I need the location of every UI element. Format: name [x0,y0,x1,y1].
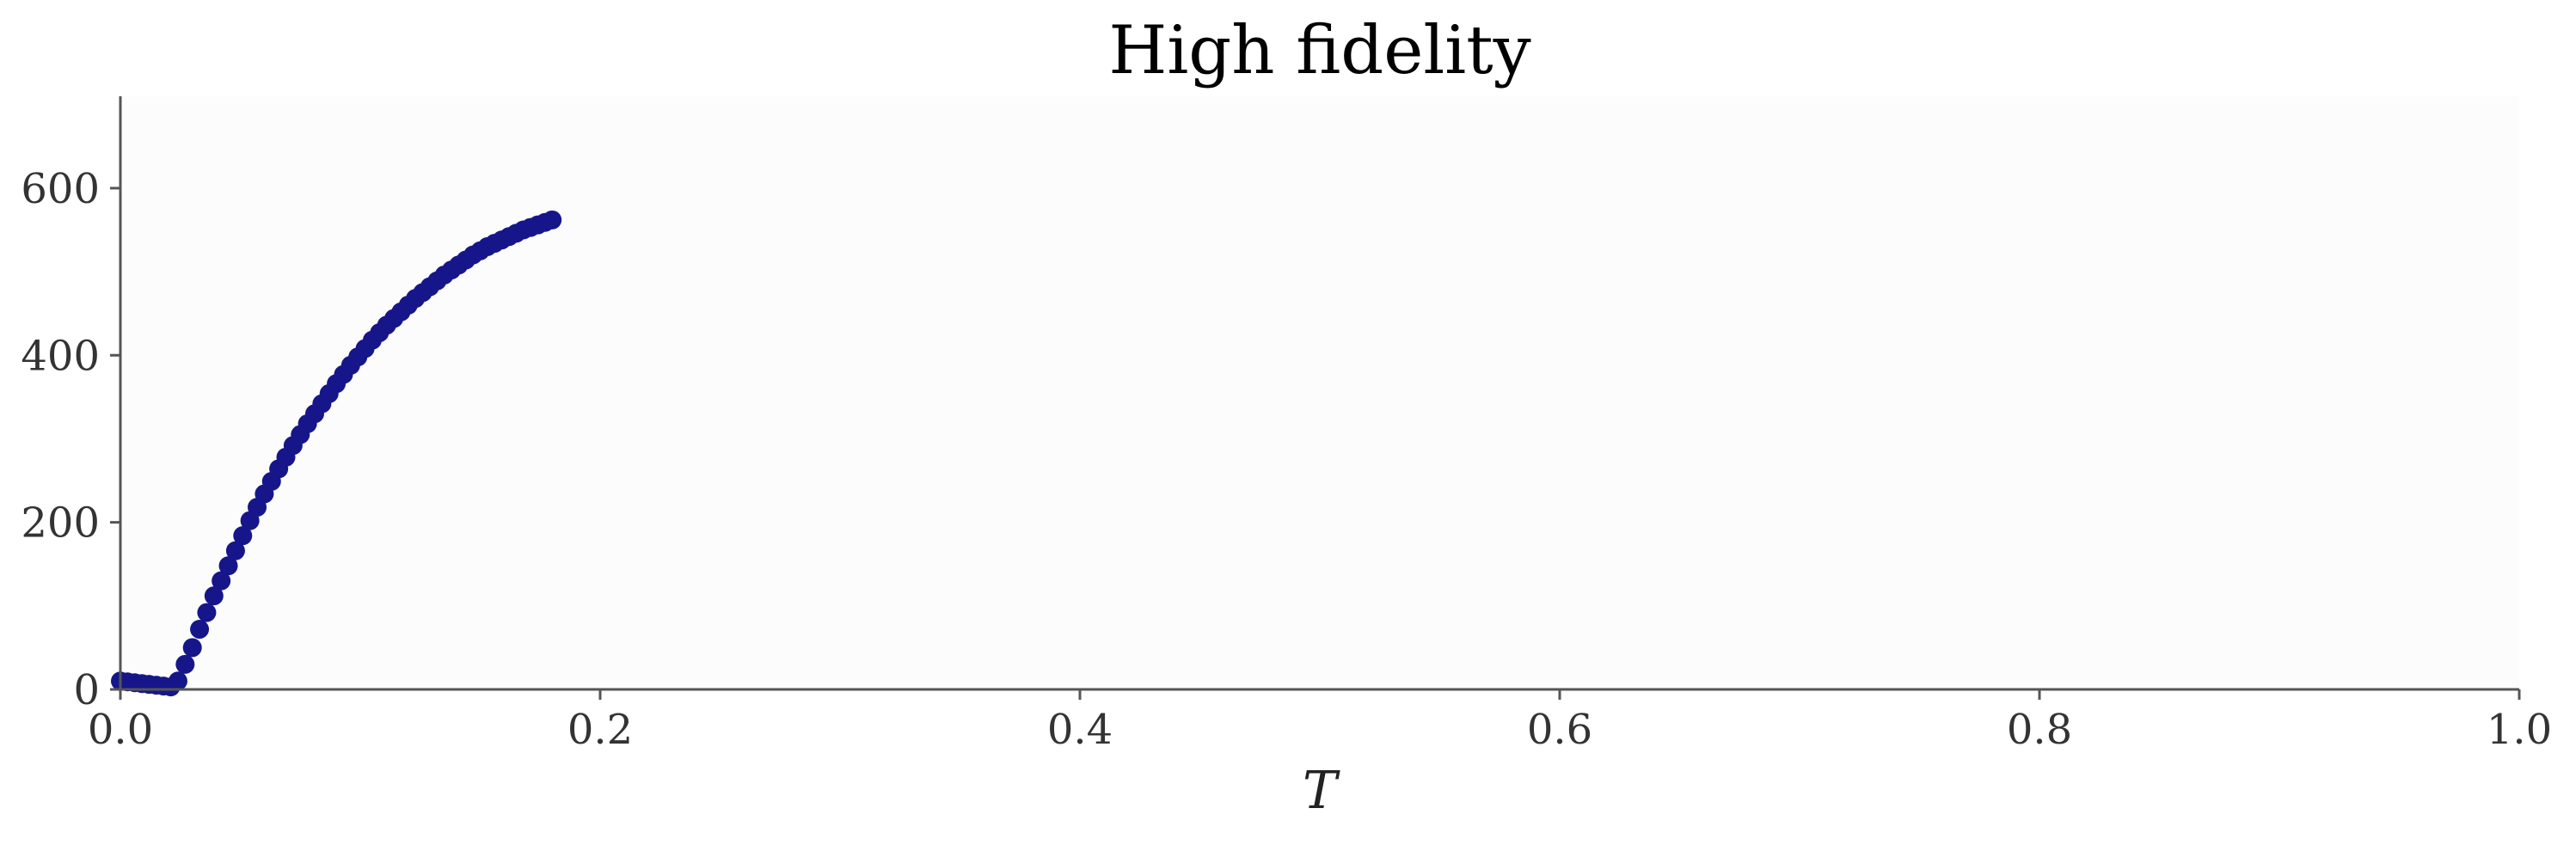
data-point [204,586,224,606]
data-points [111,210,562,697]
data-point [175,654,195,674]
x-tick-label: 0.6 [1527,706,1592,754]
y-tick-label: 0 [73,666,100,714]
y-tick-label: 600 [21,165,100,213]
y-ticks: 0 200 400 600 [21,165,120,714]
data-point [182,638,202,658]
x-tick-label: 0.4 [1047,706,1113,754]
x-tick-label: 1.0 [2487,706,2552,754]
x-tick-label: 0.2 [567,706,633,754]
data-point [543,210,562,230]
data-point [233,526,253,546]
x-ticks: 0.0 0.2 0.4 0.6 0.8 1.0 [88,689,2552,754]
data-point [212,571,231,591]
data-point [225,541,245,560]
y-tick-label: 400 [21,332,100,380]
x-tick-label: 0.0 [88,706,153,754]
plot-area [120,96,2519,689]
data-point [168,671,187,691]
chart-title: High fidelity [1108,12,1530,89]
data-point [190,620,210,640]
data-point [218,556,238,576]
x-axis-label: T [1303,761,1340,821]
data-point [197,603,217,622]
x-tick-label: 0.8 [2007,706,2072,754]
y-tick-label: 200 [21,499,100,548]
